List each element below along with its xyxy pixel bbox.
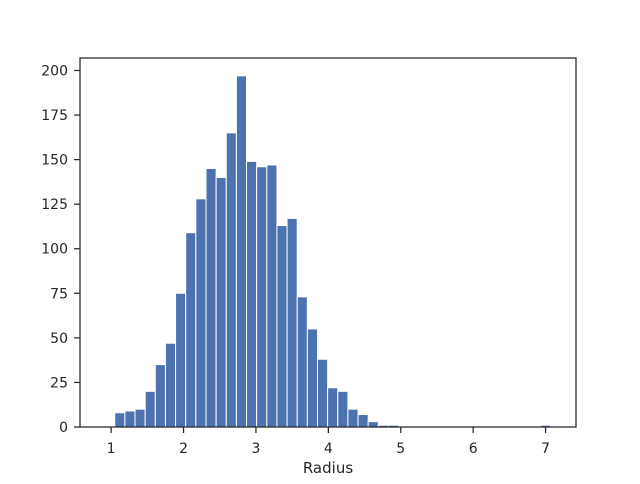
x-ticks: 1 2 3 4 5 6 7 — [107, 427, 550, 457]
y-tick-label: 125 — [41, 197, 68, 213]
histogram-bar — [215, 176, 227, 428]
histogram-bar — [306, 328, 319, 428]
histogram-bar — [317, 358, 329, 428]
y-tick-label: 200 — [41, 63, 68, 79]
histogram-bar — [144, 390, 156, 428]
x-tick-label: 6 — [469, 441, 478, 457]
histogram-bar — [347, 408, 359, 428]
histogram-bar — [124, 410, 136, 428]
y-tick-label: 0 — [59, 420, 68, 436]
histogram-bar — [296, 296, 308, 428]
x-tick-label: 5 — [396, 441, 405, 457]
histogram-bar — [276, 225, 288, 428]
y-tick-label: 150 — [41, 153, 68, 169]
axes-frame — [79, 57, 577, 428]
histogram-bar — [205, 168, 217, 428]
x-tick-label: 3 — [251, 441, 260, 457]
x-tick-label: 7 — [541, 441, 550, 457]
histogram-bar — [256, 166, 268, 428]
histogram-bar — [357, 414, 369, 428]
histogram-bar — [225, 132, 237, 428]
histogram-bar — [367, 421, 379, 428]
histogram-bar — [337, 390, 349, 428]
y-tick-label: 175 — [41, 108, 68, 124]
histogram-bar — [266, 164, 278, 428]
x-axis-label: Radius — [303, 459, 353, 477]
y-tick-label: 75 — [50, 286, 68, 302]
histogram-bar — [235, 75, 248, 428]
y-tick-label: 25 — [50, 375, 68, 391]
x-tick-label: 4 — [324, 441, 333, 457]
histogram-bar — [164, 342, 177, 428]
histogram-bar — [175, 292, 187, 428]
histogram-bar — [286, 217, 298, 428]
y-tick-label: 50 — [50, 331, 68, 347]
histogram-bar — [154, 364, 166, 428]
histogram-bar — [195, 198, 207, 428]
histogram-bar — [246, 160, 258, 428]
x-tick-label: 1 — [107, 441, 116, 457]
x-tick-label: 2 — [179, 441, 188, 457]
histogram-bar — [327, 387, 339, 428]
y-tick-label: 100 — [41, 242, 68, 258]
histogram-bar — [185, 232, 197, 428]
histogram-bar — [114, 412, 126, 428]
histogram-bar — [134, 408, 146, 428]
y-ticks: 0 25 50 75 100 125 150 175 200 — [41, 63, 80, 436]
